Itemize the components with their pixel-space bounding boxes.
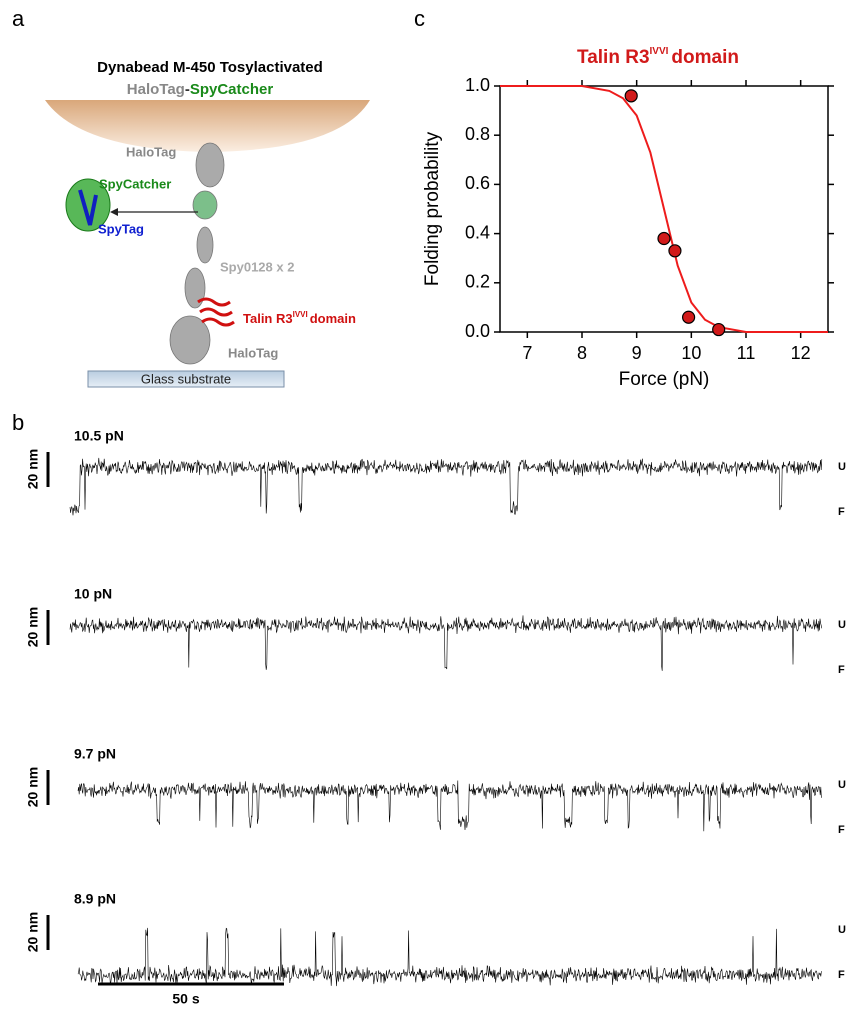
state-label: U: [838, 924, 846, 936]
state-label: U: [838, 461, 846, 473]
state-label: U: [838, 619, 846, 631]
title-suffix: domain: [671, 47, 739, 68]
label: -: [185, 81, 190, 98]
panel-letter: c: [414, 6, 425, 31]
label: HaloTag: [228, 345, 278, 360]
protein: [169, 142, 225, 365]
state-label: U: [838, 779, 846, 791]
y-tick-label: 0.6: [465, 173, 490, 193]
y-tick-label: 0.8: [465, 124, 490, 144]
data-point: [712, 322, 726, 337]
x-tick-label: 11: [737, 343, 756, 363]
spycatcher-icon: [65, 178, 111, 232]
scale-label: 20 nm: [25, 449, 41, 489]
state-label: F: [838, 664, 845, 676]
bead-subtitle: HaloTag-SpyCatcher: [127, 81, 274, 98]
panel-letter: a: [12, 6, 25, 31]
trace: [69, 615, 823, 671]
panel-letter: b: [12, 410, 24, 435]
label: Glass substrate: [141, 371, 231, 386]
arrowhead: [110, 208, 118, 216]
state-label: F: [838, 969, 845, 981]
y-tick-label: 1.0: [465, 75, 490, 95]
y-axis-label: Folding probability: [422, 131, 443, 286]
title: Talin R3: [577, 47, 650, 68]
trace: [77, 780, 822, 832]
data-point: [657, 231, 671, 246]
force-label: 8.9 pN: [74, 891, 116, 907]
data-point: [681, 310, 696, 324]
time-scale-label: 50 s: [172, 991, 199, 1007]
x-tick-label: 8: [577, 343, 587, 363]
x-tick-label: 9: [632, 343, 642, 363]
y-tick-label: 0.4: [465, 222, 490, 242]
x-tick-label: 7: [522, 343, 532, 363]
scale-label: 20 nm: [25, 767, 41, 807]
scale-label: 20 nm: [25, 912, 41, 952]
x-tick-label: 10: [681, 343, 701, 363]
substrate: [87, 370, 285, 388]
label: HaloTag: [126, 144, 176, 159]
label: IVVI: [293, 310, 308, 319]
y-tick-label: 0.2: [465, 272, 490, 292]
bead-title: Dynabead M-450 Tosylactivated: [97, 59, 323, 76]
fit-curve: [500, 85, 828, 333]
y-tick-label: 0.0: [465, 321, 490, 341]
state-label: F: [838, 506, 845, 518]
folding-chart: 7 8 9 10 11 12 0.0 0.2 0.4 0.6 0.8 1.0 Force (pN) Fol…: [422, 46, 834, 390]
label: domain: [310, 311, 356, 326]
force-label: 9.7 pN: [74, 746, 116, 762]
label: SpyTag: [98, 221, 144, 236]
label: Talin R3IVVI domain: [243, 310, 356, 326]
plot-frame: [499, 85, 829, 333]
talin-helix: [197, 297, 235, 327]
label: Spy0128 x 2: [220, 259, 294, 274]
scale-label: 20 nm: [25, 607, 41, 647]
title-sup: IVVI: [650, 46, 669, 57]
label: Talin R3: [243, 311, 293, 326]
force-label: 10 pN: [74, 586, 112, 602]
label: SpyCatcher: [99, 176, 171, 191]
trace: [77, 927, 822, 987]
trace: [69, 457, 823, 516]
chart-title: Talin R3IVVI domain: [577, 46, 739, 68]
data-point: [624, 89, 638, 103]
state-label: F: [838, 824, 845, 836]
x-axis-label: Force (pN): [619, 369, 710, 390]
x-tick-label: 12: [791, 343, 811, 363]
bead: [45, 100, 370, 152]
force-label: 10.5 pN: [74, 428, 124, 444]
traces: 10.5 pN 20 nm U F 10 pN 20 nm U F 9.7 pN 20 nm U F 8…: [25, 428, 846, 1007]
data-point: [668, 244, 682, 258]
label: SpyCatcher: [190, 81, 274, 98]
label: HaloTag: [127, 81, 185, 98]
